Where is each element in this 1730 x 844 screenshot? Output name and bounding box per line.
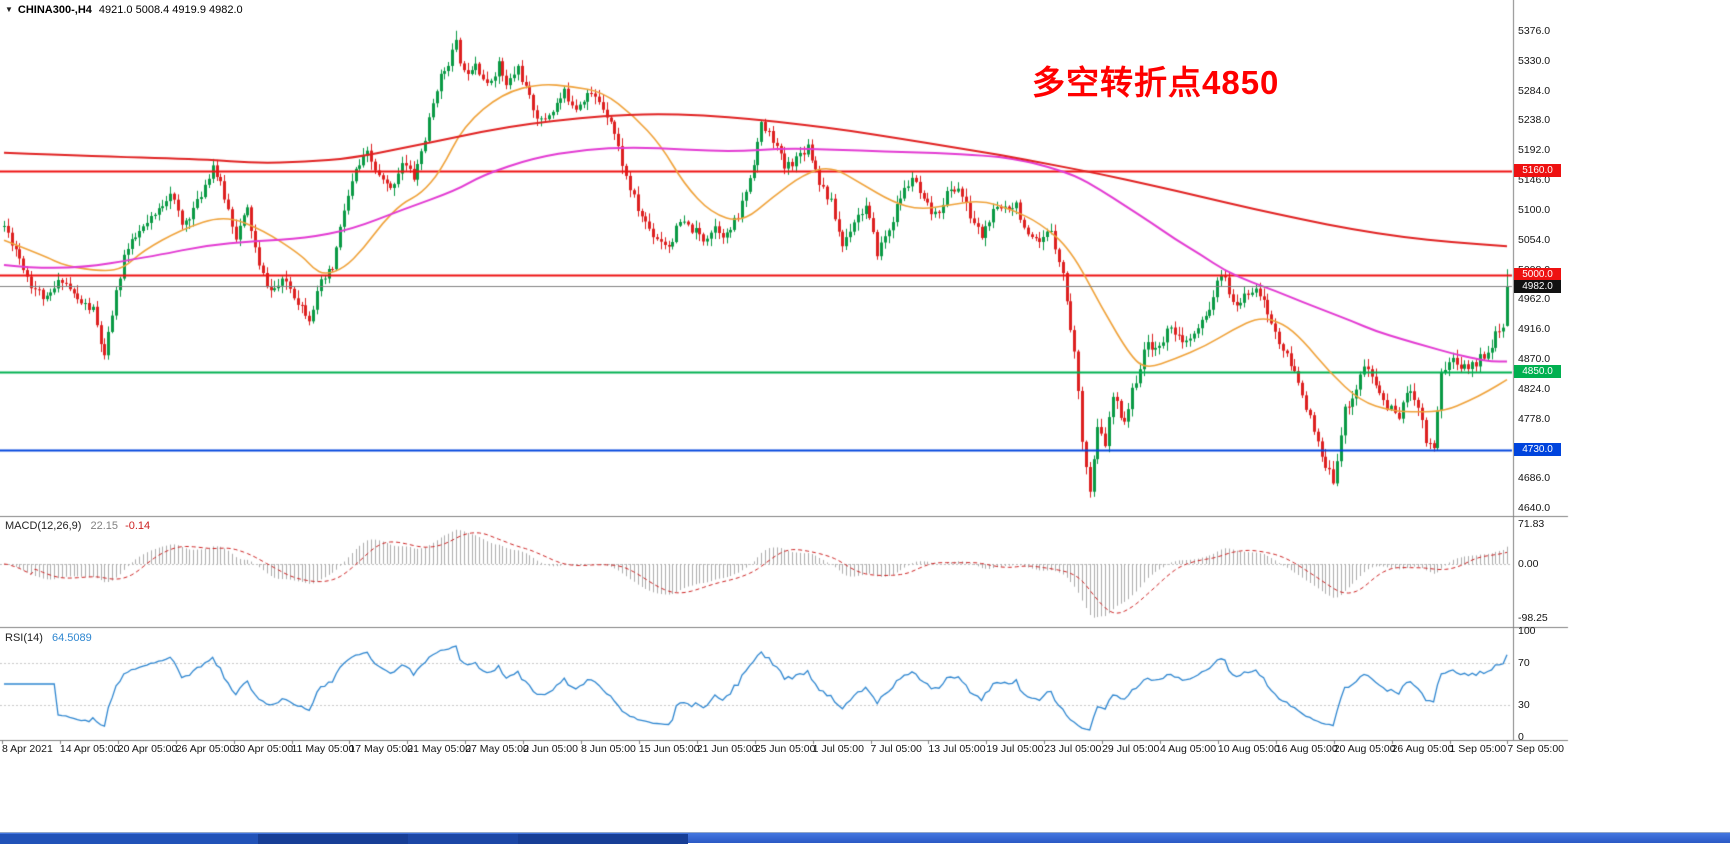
- rsi-tick-label: 0: [1518, 731, 1524, 743]
- taskbar-segment[interactable]: [0, 834, 258, 844]
- rsi-tick-label: 70: [1518, 656, 1530, 669]
- price-tick-label: 5238.0: [1518, 114, 1551, 127]
- time-axis-label: 26 Aug 05:00: [1391, 743, 1454, 755]
- price-tick-label: 4778.0: [1518, 412, 1551, 425]
- rsi-tick-label: 30: [1518, 699, 1530, 712]
- time-axis-label: 4 Aug 05:00: [1160, 743, 1217, 755]
- time-axis-label: 20 Apr 05:00: [117, 743, 178, 755]
- macd-indicator-label: MACD(12,26,9) 22.15 -0.14: [5, 520, 150, 532]
- macd-tick-label: 0.00: [1518, 558, 1539, 570]
- time-axis-label: 14 Apr 05:00: [59, 743, 120, 755]
- time-axis-label: 17 May 05:00: [349, 743, 414, 755]
- taskbar-segment[interactable]: [258, 834, 408, 844]
- price-tick-label: 4640.0: [1518, 502, 1551, 514]
- time-axis-label: 25 Jun 05:00: [754, 743, 816, 755]
- price-level-badge: 5000.0: [1514, 268, 1561, 282]
- time-axis-label: 16 Aug 05:00: [1275, 743, 1338, 755]
- time-axis[interactable]: 8 Apr 2021 14 Apr 05:00 20 Apr 05:00 26 Apr…: [0, 742, 1730, 758]
- price-level-badge: 4850.0: [1514, 365, 1561, 379]
- macd-main-value: 22.15: [90, 520, 119, 532]
- time-axis-label: 19 Jul 05:00: [986, 743, 1044, 755]
- price-tick-label: 5330.0: [1518, 54, 1551, 67]
- price-tick-label: 5284.0: [1518, 84, 1551, 97]
- price-tick-label: 5100.0: [1518, 203, 1551, 216]
- time-axis-label: 8 Jun 05:00: [581, 743, 636, 755]
- time-axis-label: 20 Aug 05:00: [1333, 743, 1396, 755]
- time-axis-label: 29 Jul 05:00: [1102, 743, 1160, 755]
- macd-name: MACD(12,26,9): [5, 520, 82, 532]
- time-axis-label: 26 Apr 05:00: [175, 743, 236, 755]
- macd-tick-label: -98.25: [1518, 612, 1548, 625]
- time-axis-label: 1 Sep 05:00: [1449, 743, 1507, 755]
- annotation-text: 多空转折点4850: [1032, 64, 1280, 101]
- rsi-tick-label: 100: [1518, 625, 1536, 637]
- price-tick-label: 5192.0: [1518, 144, 1551, 157]
- price-tick-label: 5376.0: [1518, 25, 1551, 37]
- time-axis-label: 8 Apr 2021: [2, 743, 53, 755]
- taskbar[interactable]: [0, 832, 1730, 844]
- time-axis-label: 21 May 05:00: [407, 743, 471, 755]
- price-level-badge: 5160.0: [1514, 164, 1561, 178]
- time-axis-label: 15 Jun 05:00: [638, 743, 700, 755]
- time-axis-label: 23 Jul 05:00: [1044, 743, 1102, 755]
- rsi-value: 64.5089: [51, 632, 92, 644]
- price-tick-label: 5054.0: [1518, 233, 1551, 246]
- macd-tick-label: 71.83: [1518, 518, 1545, 531]
- price-tick-label: 4916.0: [1518, 323, 1551, 336]
- rsi-indicator-label: RSI(14) 64.5089: [5, 632, 92, 644]
- chart-title: ▼ CHINA300-,H4 4921.0 5008.4 4919.9 4982.0: [5, 4, 243, 16]
- time-axis-label: 13 Jul 05:00: [928, 743, 986, 755]
- time-axis-label: 21 Jun 05:00: [696, 743, 758, 755]
- time-axis-label: 2 Jun 05:00: [523, 743, 578, 755]
- time-axis-label: 1 Jul 05:00: [812, 743, 864, 755]
- time-axis-label: 11 May 05:00: [291, 743, 355, 755]
- macd-signal-value: -0.14: [125, 520, 151, 532]
- time-axis-label: 7 Sep 05:00: [1507, 743, 1565, 755]
- time-axis-label: 10 Aug 05:00: [1217, 743, 1280, 755]
- time-axis-label: 30 Apr 05:00: [233, 743, 294, 755]
- price-level-badge: 4730.0: [1514, 443, 1561, 457]
- price-tick-label: 4824.0: [1518, 382, 1551, 395]
- ohlc-values: 4921.0 5008.4 4919.9 4982.0: [98, 4, 243, 16]
- rsi-name: RSI(14): [5, 632, 43, 644]
- taskbar-segment[interactable]: [408, 834, 518, 844]
- symbol-name: CHINA300-,H4: [17, 4, 92, 16]
- current-price-badge: 4982.0: [1514, 279, 1561, 293]
- price-tick-label: 4962.0: [1518, 293, 1551, 306]
- price-tick-label: 4686.0: [1518, 472, 1551, 485]
- symbol-dropdown-icon[interactable]: ▼: [5, 5, 13, 14]
- time-axis-label: 7 Jul 05:00: [870, 743, 922, 755]
- taskbar-segment[interactable]: [518, 834, 688, 844]
- time-axis-label: 27 May 05:00: [465, 743, 529, 755]
- price-tick-label: 4870.0: [1518, 352, 1551, 365]
